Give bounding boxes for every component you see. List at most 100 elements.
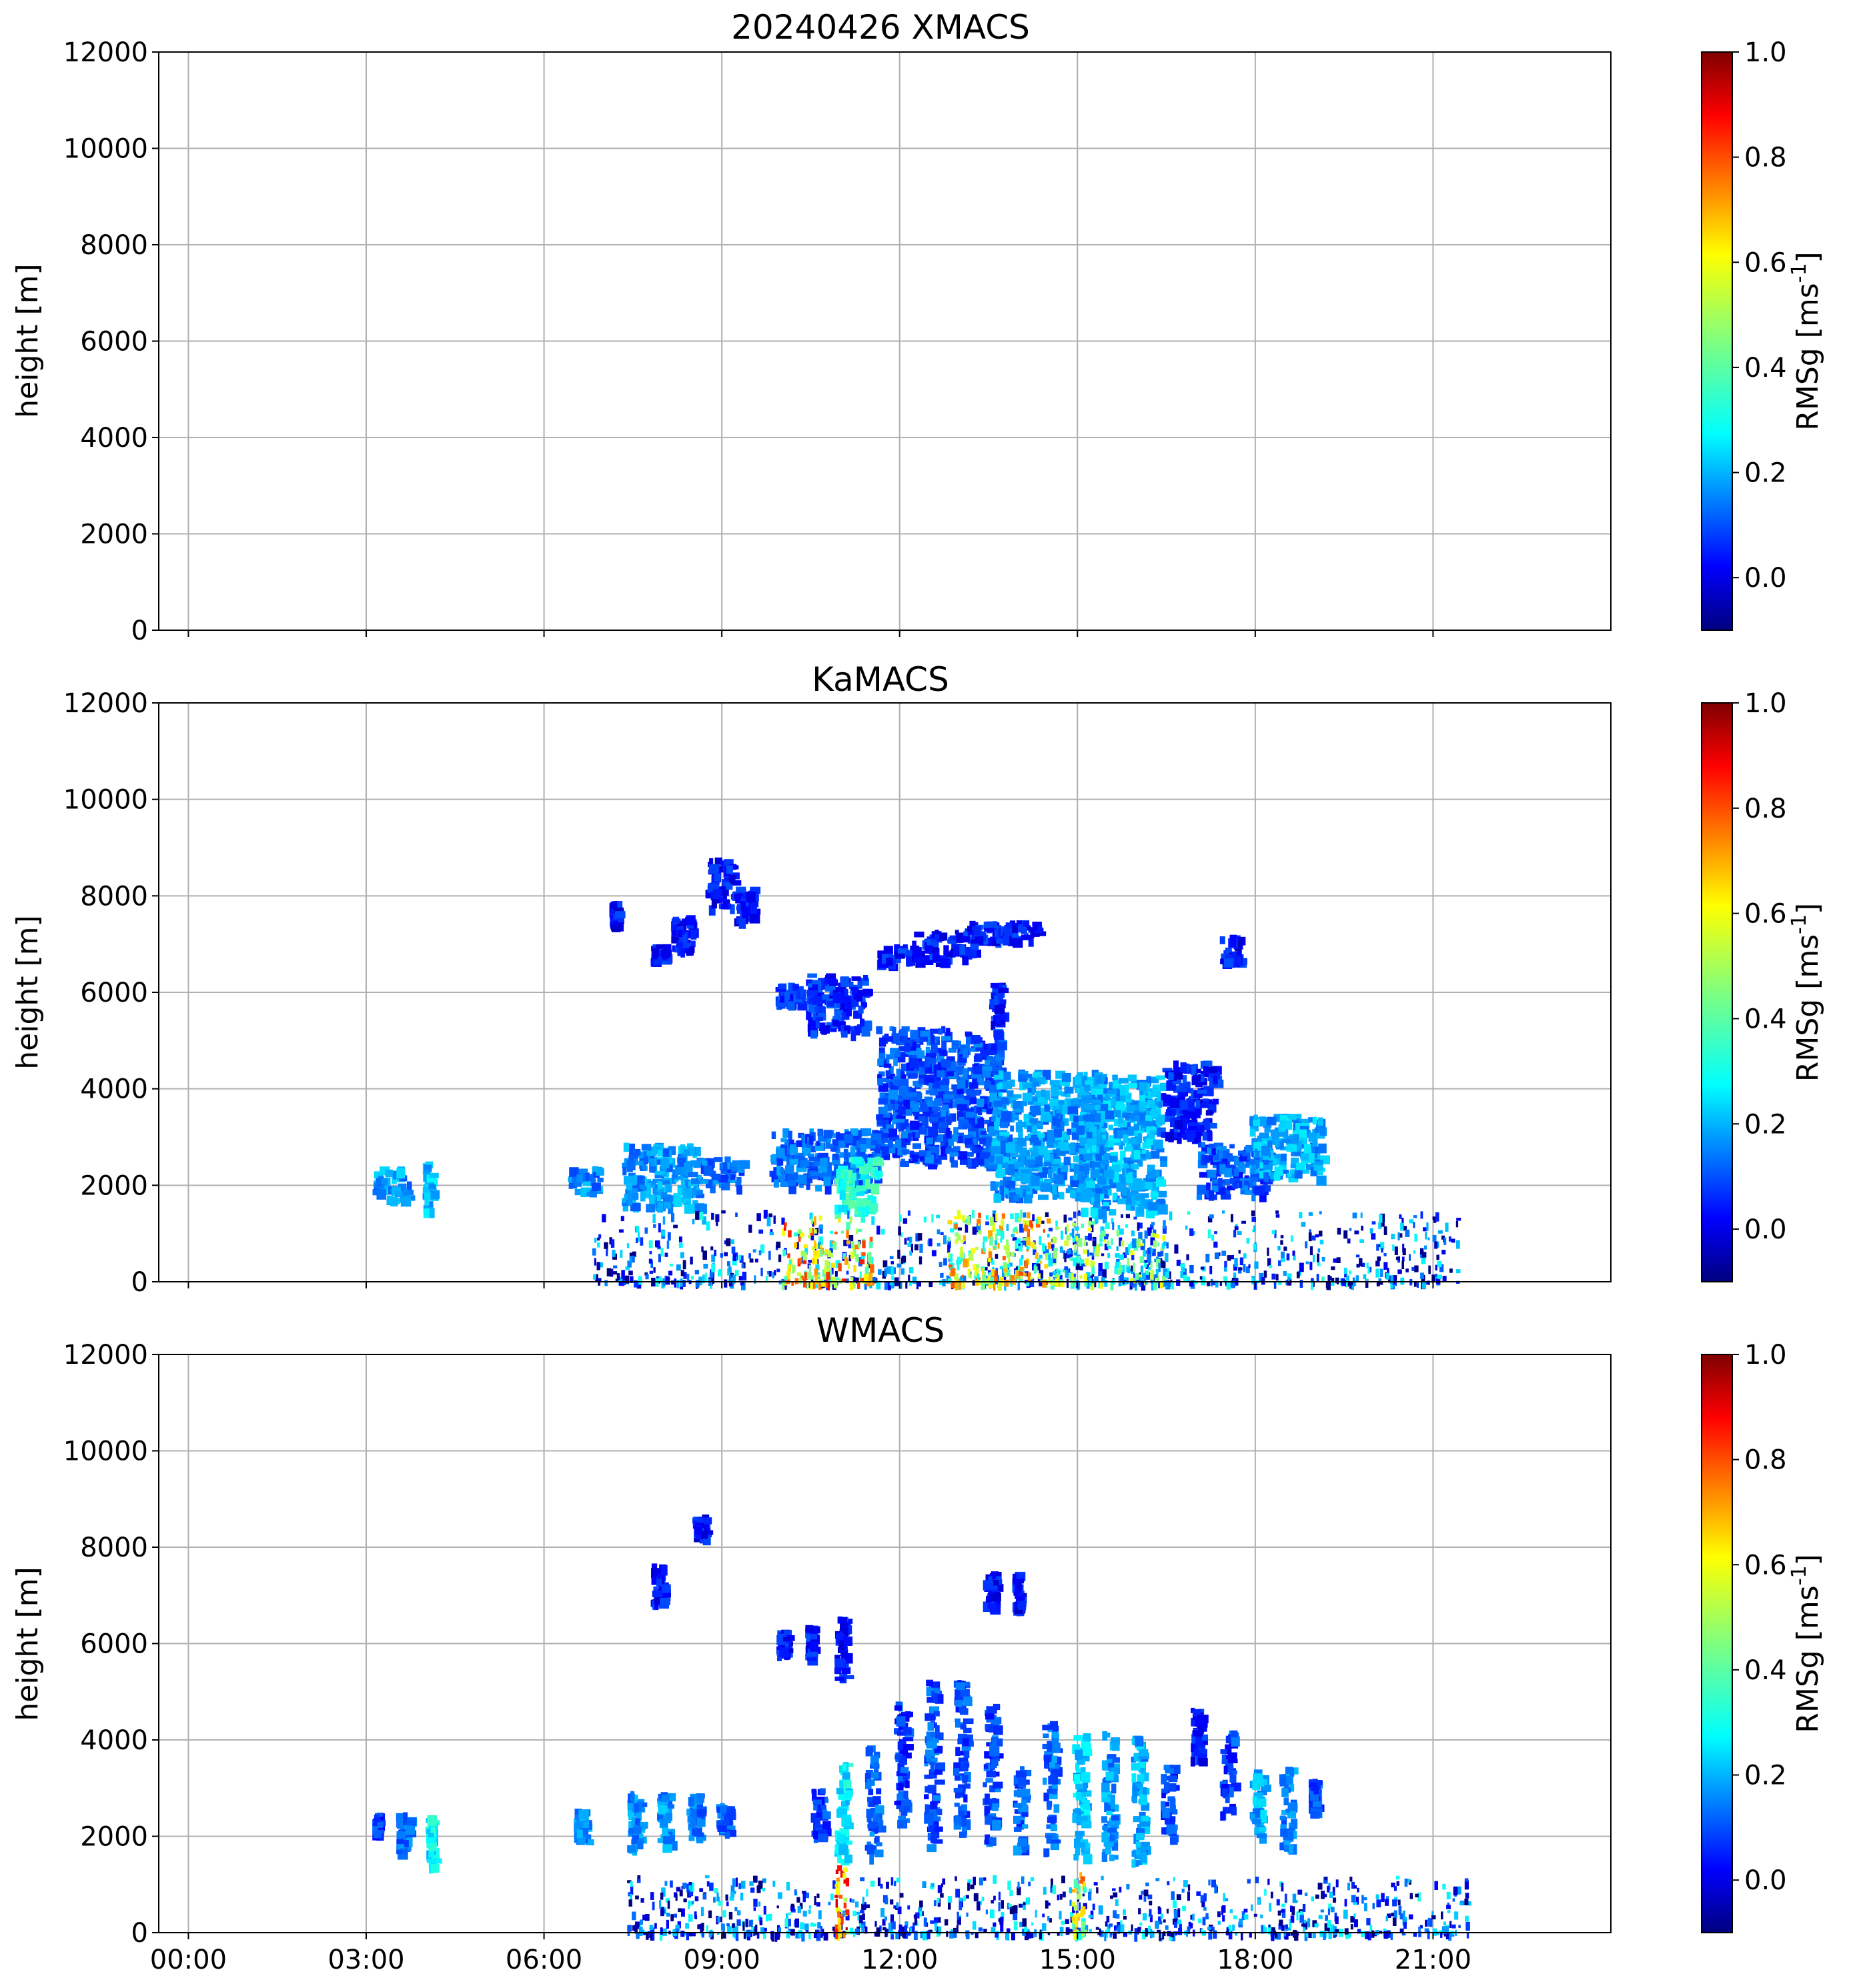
echo-cell [977, 1147, 982, 1153]
echo-cell [1148, 1100, 1155, 1104]
echo-cell [949, 1272, 952, 1277]
echo-cell [1007, 1090, 1014, 1097]
echo-cell [1223, 958, 1234, 968]
echo-cell [977, 949, 981, 958]
echo-cell [1230, 936, 1237, 947]
echo-cell [428, 1184, 436, 1190]
echo-cell [1299, 1262, 1304, 1272]
echo-cell [1007, 1096, 1014, 1102]
echo-cell [1437, 1274, 1442, 1280]
echo-cell [959, 1252, 965, 1259]
echo-cell [1238, 1250, 1241, 1254]
echo-cell [1316, 1274, 1319, 1282]
echo-cell [684, 1209, 690, 1214]
echo-cell [1189, 1265, 1194, 1274]
echo-cell [1033, 1072, 1042, 1078]
echo-cell [834, 1270, 838, 1277]
echo-cell [1073, 1155, 1083, 1162]
echo-cell [1126, 1094, 1131, 1100]
echo-cell [874, 1161, 884, 1166]
echo-cell [995, 1155, 1003, 1164]
echo-cell [994, 1004, 1005, 1014]
echo-cell [1084, 1177, 1093, 1184]
echo-cell [1223, 1179, 1231, 1185]
echo-cell [376, 1178, 382, 1187]
echo-cell [866, 1281, 870, 1287]
echo-cell [947, 939, 957, 944]
echo-cell [1024, 1118, 1029, 1129]
echo-cell [1308, 1212, 1313, 1216]
echo-cell [1094, 1278, 1097, 1288]
echo-cell [1395, 1256, 1400, 1260]
echo-cell [610, 1239, 615, 1248]
echo-cell [1260, 1180, 1269, 1184]
echo-cell [882, 1096, 893, 1101]
echo-cell [1075, 1263, 1080, 1270]
echo-region [698, 1156, 750, 1195]
echo-cell [1441, 1250, 1446, 1254]
echo-cell [1215, 1252, 1219, 1260]
echo-cell [1409, 1254, 1411, 1261]
echo-cell [1122, 1112, 1133, 1118]
echo-cell [652, 1214, 656, 1223]
echo-cell [1240, 1190, 1248, 1194]
echo-cell [782, 1228, 785, 1236]
echo-cell [1317, 1262, 1321, 1266]
echo-cell [1000, 1238, 1003, 1243]
echo-cell [1130, 1100, 1141, 1105]
echo-cell [1207, 1131, 1213, 1142]
echo-cell [847, 1263, 850, 1270]
echo-cell [848, 1254, 852, 1262]
echo-cell [886, 1266, 891, 1274]
echo-cell [1031, 1122, 1039, 1128]
echo-cell [1139, 1102, 1148, 1106]
echo-cell [1098, 1094, 1109, 1100]
echo-cell [810, 1282, 814, 1290]
echo-cell [636, 1182, 643, 1192]
echo-cell [822, 1251, 826, 1255]
echo-cell [1151, 1222, 1155, 1226]
echo-cell [1297, 1114, 1302, 1119]
echo-cell [392, 1174, 397, 1184]
echo-cell [1435, 1264, 1437, 1271]
echo-cell [1044, 1153, 1051, 1161]
echo-cell [1203, 1086, 1214, 1096]
echo-cell [1169, 1098, 1181, 1108]
echo-cell [1070, 1190, 1076, 1198]
echo-cell [999, 1017, 1005, 1025]
echo-cell [1153, 1139, 1163, 1150]
echo-cell [728, 1266, 732, 1273]
echo-cell [933, 1036, 940, 1042]
echo-cell [999, 1225, 1004, 1234]
echo-cell [1031, 1228, 1034, 1232]
echo-cell [1445, 1222, 1449, 1232]
echo-region [396, 1812, 418, 1860]
echo-cell [730, 1272, 734, 1278]
echo-cell [1091, 1099, 1101, 1104]
echo-cell [1234, 1226, 1239, 1230]
echo-cell [1137, 1158, 1143, 1167]
echo-cell [1212, 1098, 1219, 1105]
echo-cell [657, 1181, 663, 1190]
echo-cell [993, 1281, 996, 1291]
echo-cell [998, 988, 1009, 994]
echo-cell [749, 914, 760, 924]
echo-cell [1039, 1236, 1042, 1246]
echo-cell [1191, 1066, 1195, 1076]
echo-cell [1433, 1218, 1437, 1223]
echo-cell [1301, 1144, 1305, 1149]
echo-cell [1098, 1104, 1109, 1111]
echo-cell [1092, 1236, 1097, 1246]
echo-cell [750, 906, 757, 914]
echo-cell [838, 1183, 842, 1194]
echo-cell [971, 1138, 977, 1146]
echo-cell [724, 1279, 728, 1288]
echo-cell [609, 1268, 614, 1277]
echo-cell [906, 1068, 913, 1076]
echo-cell [1150, 1224, 1154, 1230]
echo-cell [794, 1242, 798, 1248]
echo-cell [878, 1052, 886, 1060]
echo-cell [939, 1080, 950, 1086]
echo-cell [1203, 1067, 1209, 1076]
echo-cell [922, 1104, 929, 1112]
